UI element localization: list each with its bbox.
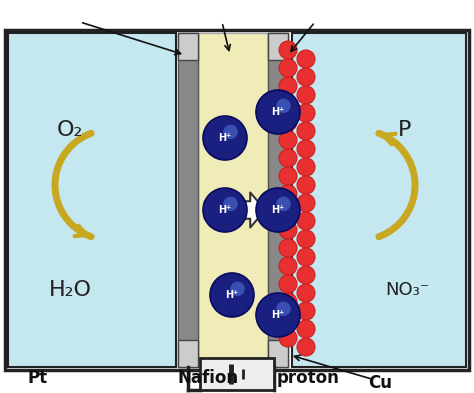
Circle shape bbox=[297, 302, 315, 320]
Circle shape bbox=[279, 203, 297, 221]
Text: Cu: Cu bbox=[368, 374, 392, 392]
Circle shape bbox=[276, 99, 291, 113]
Circle shape bbox=[203, 188, 247, 232]
Bar bbox=[292, 33, 466, 367]
Circle shape bbox=[297, 284, 315, 302]
Circle shape bbox=[223, 196, 238, 211]
Circle shape bbox=[297, 176, 315, 194]
Circle shape bbox=[297, 50, 315, 68]
Bar bbox=[5, 30, 469, 370]
Circle shape bbox=[279, 221, 297, 239]
Circle shape bbox=[279, 239, 297, 257]
Bar bbox=[198, 33, 268, 367]
Circle shape bbox=[297, 248, 315, 266]
Circle shape bbox=[297, 212, 315, 230]
Circle shape bbox=[297, 140, 315, 158]
Circle shape bbox=[279, 257, 297, 275]
Circle shape bbox=[297, 338, 315, 356]
Text: H⁺: H⁺ bbox=[271, 205, 285, 215]
Circle shape bbox=[297, 320, 315, 338]
Text: H⁺: H⁺ bbox=[271, 310, 285, 320]
Text: H⁺: H⁺ bbox=[225, 290, 239, 300]
Circle shape bbox=[279, 149, 297, 167]
Circle shape bbox=[210, 273, 254, 317]
Circle shape bbox=[203, 116, 247, 160]
Circle shape bbox=[279, 131, 297, 149]
Circle shape bbox=[279, 77, 297, 95]
Bar bbox=[178, 33, 198, 367]
Bar bbox=[268, 33, 288, 367]
Circle shape bbox=[297, 230, 315, 248]
Circle shape bbox=[279, 113, 297, 131]
Circle shape bbox=[297, 122, 315, 140]
Bar bbox=[268, 33, 288, 60]
Circle shape bbox=[256, 188, 300, 232]
Circle shape bbox=[279, 185, 297, 203]
Bar bbox=[8, 33, 176, 367]
Circle shape bbox=[279, 41, 297, 59]
Circle shape bbox=[276, 301, 291, 316]
Circle shape bbox=[279, 293, 297, 311]
Circle shape bbox=[279, 329, 297, 347]
Text: P: P bbox=[398, 120, 412, 140]
Circle shape bbox=[223, 125, 238, 139]
Bar bbox=[268, 340, 288, 367]
Text: H⁺: H⁺ bbox=[219, 205, 232, 215]
Circle shape bbox=[297, 266, 315, 284]
Bar bbox=[200, 358, 274, 390]
Text: Nafion: Nafion bbox=[177, 369, 238, 387]
Circle shape bbox=[230, 281, 245, 296]
Circle shape bbox=[297, 86, 315, 104]
Circle shape bbox=[279, 59, 297, 77]
Circle shape bbox=[256, 293, 300, 337]
Circle shape bbox=[276, 196, 291, 211]
Text: Pt: Pt bbox=[28, 369, 48, 387]
Text: proton: proton bbox=[276, 369, 339, 387]
Text: O₂: O₂ bbox=[57, 120, 83, 140]
Circle shape bbox=[297, 158, 315, 176]
Circle shape bbox=[279, 275, 297, 293]
Circle shape bbox=[279, 311, 297, 329]
Circle shape bbox=[297, 68, 315, 86]
Circle shape bbox=[297, 104, 315, 122]
Bar bbox=[178, 33, 198, 60]
Text: NO₃⁻: NO₃⁻ bbox=[385, 281, 429, 299]
Circle shape bbox=[256, 90, 300, 134]
Circle shape bbox=[297, 194, 315, 212]
Text: H⁺: H⁺ bbox=[219, 133, 232, 143]
Circle shape bbox=[279, 167, 297, 185]
Bar bbox=[178, 340, 198, 367]
Text: H⁺: H⁺ bbox=[271, 107, 285, 117]
Circle shape bbox=[279, 95, 297, 113]
Text: H₂O: H₂O bbox=[48, 280, 91, 300]
